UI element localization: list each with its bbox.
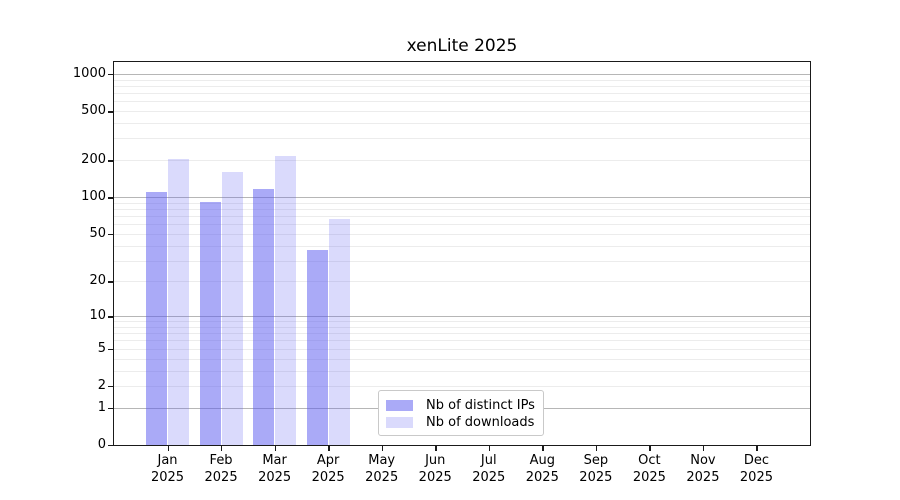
y-tick-label: 1 xyxy=(97,399,106,415)
bar-distinct-ips-mar xyxy=(253,189,275,445)
x-tick xyxy=(221,446,223,451)
x-tick xyxy=(595,446,598,451)
minor-gridline xyxy=(114,321,810,323)
y-tick-label: 20 xyxy=(89,273,106,289)
x-tick xyxy=(274,446,276,451)
x-tick xyxy=(756,446,758,451)
minor-gridline xyxy=(114,79,810,81)
x-tick-label-mar: Mar 2025 xyxy=(258,453,292,485)
bar-distinct-ips-jan xyxy=(146,192,168,445)
y-tick xyxy=(108,445,113,447)
legend-label-downloads: Nb of downloads xyxy=(426,415,535,430)
x-tick-label-jun: Jun 2025 xyxy=(418,453,452,485)
x-tick-label-feb: Feb 2025 xyxy=(204,453,238,485)
minor-gridline xyxy=(114,245,810,247)
y-tick-label: 100 xyxy=(81,189,106,205)
x-tick xyxy=(702,446,705,451)
minor-gridline xyxy=(114,216,810,218)
y-tick-label: 5 xyxy=(97,340,106,356)
x-tick xyxy=(381,446,384,451)
y-tick xyxy=(108,233,113,236)
x-tick xyxy=(435,446,437,451)
x-tick-label-jan: Jan 2025 xyxy=(150,453,185,485)
x-tick xyxy=(328,446,330,451)
y-tick xyxy=(108,111,113,113)
y-tick xyxy=(108,197,113,199)
x-tick-label-jul: Jul 2025 xyxy=(472,453,506,485)
minor-gridline xyxy=(114,233,810,235)
minor-gridline xyxy=(114,101,810,103)
legend-label-distinct-ips: Nb of distinct IPs xyxy=(426,398,535,413)
y-tick xyxy=(108,348,113,351)
legend-swatch-downloads xyxy=(386,417,413,428)
y-tick-label: 1000 xyxy=(72,65,106,81)
minor-gridline xyxy=(114,348,810,350)
major-gridline xyxy=(114,73,810,75)
legend-item-distinct-ips: Nb of distinct IPs xyxy=(386,397,535,414)
x-tick-label-aug: Aug 2025 xyxy=(525,453,559,485)
major-gridline xyxy=(114,197,810,199)
x-tick-label-apr: Apr 2025 xyxy=(311,453,345,485)
minor-gridline xyxy=(114,224,810,226)
y-tick xyxy=(108,281,113,283)
x-tick-label-may: May 2025 xyxy=(365,453,399,485)
bar-downloads-mar xyxy=(275,156,297,445)
x-tick-label-dec: Dec 2025 xyxy=(739,453,773,485)
minor-gridline xyxy=(114,340,810,342)
y-tick-label: 0 xyxy=(97,437,106,452)
plot-area xyxy=(113,61,811,446)
minor-gridline xyxy=(114,326,810,328)
legend-item-downloads: Nb of downloads xyxy=(386,414,535,431)
y-tick xyxy=(108,407,113,410)
y-tick xyxy=(108,73,113,76)
minor-gridline xyxy=(114,93,810,95)
y-tick xyxy=(108,316,113,318)
minor-gridline xyxy=(114,208,810,210)
minor-gridline xyxy=(114,160,810,162)
x-tick xyxy=(649,446,651,451)
x-tick xyxy=(542,446,544,451)
y-tick xyxy=(108,160,113,162)
minor-gridline xyxy=(114,111,810,113)
chart-title: xenLite 2025 xyxy=(406,36,518,56)
x-tick xyxy=(167,446,169,451)
y-tick xyxy=(108,385,113,388)
y-tick-label: 2 xyxy=(97,377,106,393)
y-tick-label: 200 xyxy=(81,152,106,168)
bar-downloads-feb xyxy=(221,172,243,445)
y-tick-label: 500 xyxy=(81,103,106,119)
legend-swatch-distinct-ips xyxy=(386,400,413,411)
minor-gridline xyxy=(114,385,810,387)
x-tick-label-sep: Sep 2025 xyxy=(579,453,613,485)
minor-gridline xyxy=(114,202,810,204)
bar-downloads-jan xyxy=(168,159,190,445)
bar-distinct-ips-apr xyxy=(306,249,328,445)
x-tick-label-oct: Oct 2025 xyxy=(632,453,666,485)
x-tick-label-nov: Nov 2025 xyxy=(686,453,720,485)
legend: Nb of distinct IPs Nb of downloads xyxy=(378,390,544,436)
minor-gridline xyxy=(114,123,810,125)
y-tick-label: 10 xyxy=(89,308,106,324)
bar-downloads-apr xyxy=(328,219,350,445)
minor-gridline xyxy=(114,333,810,335)
minor-gridline xyxy=(114,281,810,283)
major-gridline xyxy=(114,316,810,318)
minor-gridline xyxy=(114,85,810,87)
y-tick-label: 50 xyxy=(89,225,106,241)
minor-gridline xyxy=(114,138,810,140)
x-tick xyxy=(488,446,491,451)
minor-gridline xyxy=(114,358,810,360)
minor-gridline xyxy=(114,260,810,262)
bar-distinct-ips-feb xyxy=(199,202,221,445)
minor-gridline xyxy=(114,370,810,372)
